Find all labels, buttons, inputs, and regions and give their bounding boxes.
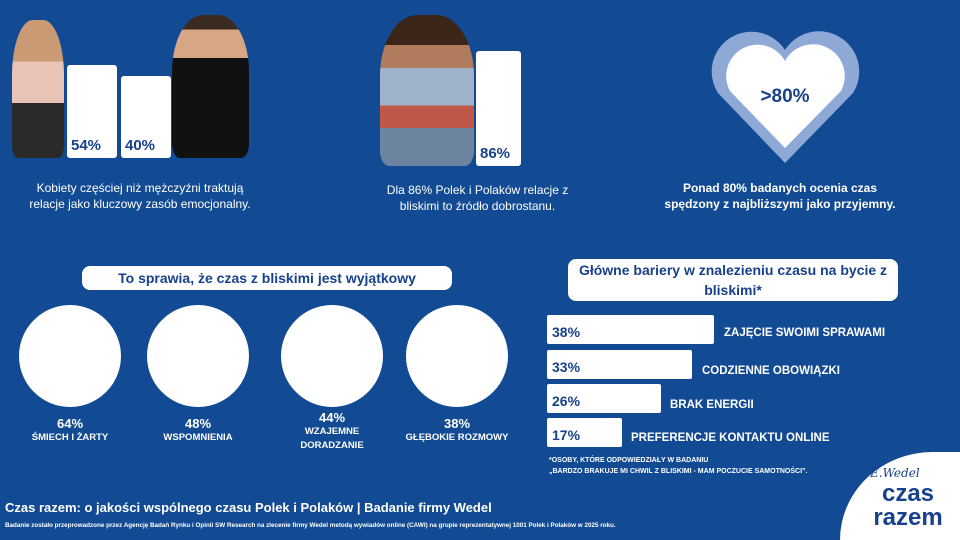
barrier-bar-0: 38% bbox=[547, 315, 715, 344]
footnote-line-2: „BARDZO BRAKUJE MI CHWIL Z BLISKIMI - MA… bbox=[549, 468, 808, 475]
conversation-icon bbox=[406, 305, 508, 407]
barrier-label-3: PREFERENCJE KONTAKTU ONLINE bbox=[631, 432, 830, 444]
stat-value: 44% bbox=[318, 410, 346, 425]
footer-title: Czas razem: o jakości wspólnego czasu Po… bbox=[5, 500, 492, 515]
man-photo bbox=[172, 15, 249, 158]
barrier-value: 26% bbox=[552, 393, 581, 409]
memories-icon bbox=[147, 305, 249, 407]
woman-photo bbox=[12, 20, 64, 158]
hug-photo bbox=[380, 15, 474, 166]
wellbeing-pct: 86% bbox=[480, 145, 511, 162]
czas-razem-logo: czas razem bbox=[862, 482, 954, 530]
laughing-people-icon bbox=[19, 305, 121, 407]
barrier-bar-1: 33% bbox=[547, 350, 693, 379]
stat-label: WZAJEMNE DORADZANIE bbox=[300, 426, 364, 451]
stat-value: 48% bbox=[184, 416, 212, 431]
stat-laughter: 64% ŚMIECH I ŻARTY bbox=[10, 416, 130, 445]
barriers-title: Główne bariery w znalezieniu czasu na by… bbox=[568, 259, 898, 301]
stat-advice: 44% WZAJEMNE DORADZANIE bbox=[282, 410, 382, 453]
stat-memories: 48% WSPOMNIENIA bbox=[138, 416, 258, 445]
stat-conversations: 38% GŁĘBOKIE ROZMOWY bbox=[397, 416, 517, 445]
barriers-footnote: *OSOBY, KTÓRE ODPOWIEDZIAŁY W BADANIU „BA… bbox=[549, 455, 807, 477]
stat-label: WSPOMNIENIA bbox=[163, 432, 233, 443]
barrier-label-1: CODZIENNE OBOWIĄZKI bbox=[702, 365, 840, 377]
barrier-value: 17% bbox=[552, 427, 581, 443]
stat-value: 64% bbox=[56, 416, 84, 431]
barrier-value: 33% bbox=[552, 359, 581, 375]
wedel-logo: E.Wedel bbox=[870, 466, 920, 480]
men-bar: 40% bbox=[121, 76, 171, 158]
heart-caption: Ponad 80% badanych ocenia czas spędzony … bbox=[664, 181, 896, 211]
stat-label: GŁĘBOKIE ROZMOWY bbox=[405, 432, 509, 443]
barriers-title-text: Główne bariery w znalezieniu czasu na by… bbox=[578, 262, 888, 298]
logo-line-1: czas bbox=[881, 480, 935, 507]
gender-caption: Kobiety częściej niż mężczyźni traktują … bbox=[29, 181, 251, 211]
advice-icon bbox=[281, 305, 383, 407]
barrier-value: 38% bbox=[552, 324, 581, 340]
heart-value: >80% bbox=[760, 86, 810, 107]
barrier-label-2: BRAK ENERGII bbox=[670, 399, 754, 411]
women-pct: 54% bbox=[71, 137, 102, 154]
footer-note: Badanie zostało przeprowadzone przez Age… bbox=[5, 522, 616, 529]
women-bar: 54% bbox=[67, 65, 117, 158]
wellbeing-bar: 86% bbox=[476, 51, 521, 166]
barrier-label-0: ZAJĘCIE SWOIMI SPRAWAMI bbox=[724, 327, 886, 339]
men-pct: 40% bbox=[125, 137, 156, 154]
barrier-bar-2: 26% bbox=[547, 384, 662, 413]
logo-line-2: razem bbox=[873, 504, 943, 531]
heart-icon bbox=[711, 31, 860, 164]
stat-label: ŚMIECH I ŻARTY bbox=[31, 432, 109, 443]
stat-value: 38% bbox=[443, 416, 471, 431]
barrier-bar-3: 17% bbox=[547, 418, 622, 447]
footnote-line-1: *OSOBY, KTÓRE ODPOWIEDZIAŁY W BADANIU bbox=[549, 457, 709, 464]
wellbeing-caption: Dla 86% Polek i Polaków relacje z bliski… bbox=[386, 183, 569, 213]
special-title: To sprawia, że czas z bliskimi jest wyją… bbox=[82, 266, 452, 290]
